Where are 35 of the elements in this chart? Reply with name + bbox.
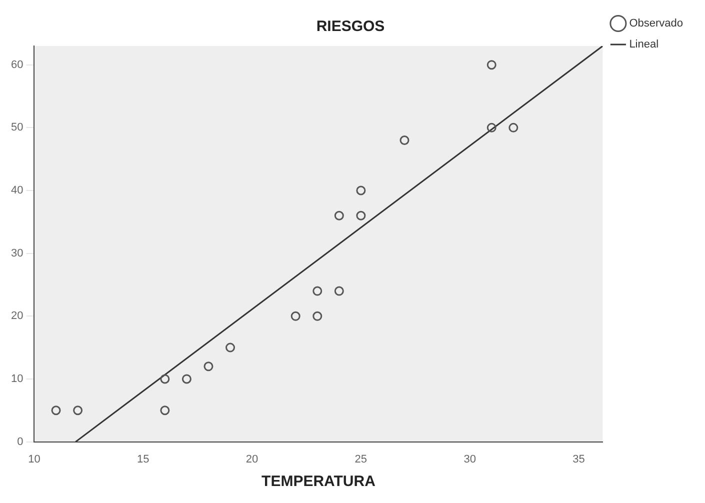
point	[51, 406, 61, 416]
y-tick-label: 50	[10, 122, 24, 134]
point	[312, 311, 322, 321]
point	[160, 374, 170, 384]
point	[204, 362, 214, 372]
y-tick-label: 40	[10, 184, 24, 197]
x-tick-label: 10	[28, 453, 40, 466]
legend-label: Observado	[629, 18, 684, 30]
x-axis-title: TEMPERATURA	[262, 473, 376, 490]
legend-label: Lineal	[629, 38, 659, 51]
x-tick-label: 15	[137, 453, 150, 466]
point	[160, 406, 170, 416]
y-tick-label: 20	[10, 310, 24, 322]
y-tick-label: 0	[17, 436, 24, 448]
y-tick-label: 60	[10, 58, 24, 71]
point	[486, 60, 496, 70]
chart-title: RIESGOS	[316, 18, 385, 36]
x-tick-label: 35	[572, 453, 585, 466]
point	[73, 406, 83, 416]
point	[334, 210, 344, 220]
point	[182, 374, 192, 384]
point	[334, 286, 344, 296]
y-tick-label: 10	[10, 373, 24, 386]
point	[400, 135, 410, 145]
point	[486, 122, 496, 132]
x-tick-label: 25	[354, 453, 368, 466]
x-tick-label: 30	[464, 453, 476, 466]
point	[312, 286, 322, 296]
point	[226, 342, 236, 352]
point	[356, 210, 366, 220]
point	[356, 186, 366, 196]
x-tick-label: 20	[246, 453, 258, 466]
y-tick-label: 30	[10, 247, 24, 260]
point	[508, 122, 518, 132]
point	[290, 311, 300, 321]
